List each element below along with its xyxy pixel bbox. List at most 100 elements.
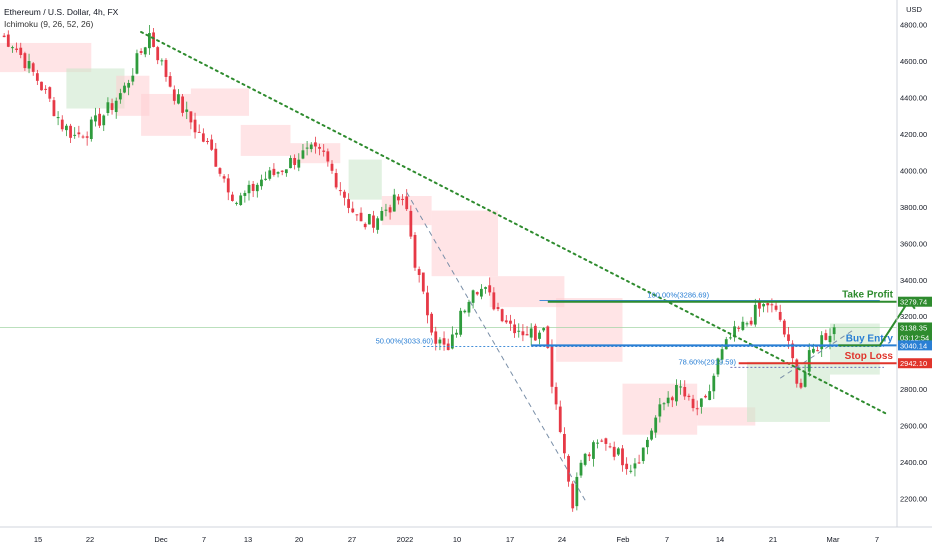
candle (554, 382, 558, 410)
candle (575, 472, 579, 511)
candle (380, 206, 384, 221)
candle-body (226, 178, 230, 193)
candle-body (11, 47, 14, 49)
candle-body (820, 335, 824, 350)
candle (243, 190, 247, 203)
candle (123, 82, 126, 94)
candle-body (56, 117, 60, 119)
candle (637, 454, 641, 464)
candle-body (347, 199, 350, 208)
candle-body (65, 125, 68, 131)
candle-body (563, 433, 566, 454)
candle-body (691, 398, 695, 409)
candle (172, 85, 176, 105)
candle (247, 180, 251, 201)
buy-entry-tag (898, 340, 932, 351)
candle (455, 329, 458, 338)
candle (832, 324, 836, 341)
stop-loss-tag-text: 2942.10 (900, 359, 927, 368)
candle-body (114, 100, 118, 113)
candle-body (529, 328, 533, 338)
candle-body (720, 349, 724, 360)
y-tick-label: 2200.00 (900, 494, 927, 503)
candle-body (355, 214, 359, 216)
candle-body (106, 102, 110, 113)
candle (484, 286, 487, 294)
candle-body (612, 446, 616, 457)
candle-body (131, 75, 135, 82)
candle (488, 277, 492, 296)
candle (629, 464, 633, 474)
candle (388, 204, 392, 220)
candle-body (637, 462, 641, 464)
candle (608, 442, 612, 449)
candle-body (646, 439, 649, 448)
candle (571, 481, 575, 512)
candle-body (73, 134, 77, 136)
indicator-label[interactable]: Ichimoku (9, 26, 52, 26) (4, 19, 94, 29)
candle-body (421, 272, 425, 292)
ichimoku-cloud-segment (0, 42, 92, 73)
candle (397, 193, 400, 205)
candle (2, 33, 6, 38)
candle-body (729, 337, 732, 339)
candle-body (326, 151, 330, 162)
fib-100-label: 100.00%(3286.69) (647, 290, 709, 299)
candle (127, 79, 131, 96)
candle (708, 384, 712, 401)
candle (19, 42, 23, 59)
candle-body (214, 148, 218, 167)
candle (724, 336, 728, 350)
candle-body (803, 372, 807, 387)
candle (301, 144, 305, 160)
candle (239, 192, 243, 206)
candle (235, 201, 238, 206)
candle-body (392, 194, 396, 212)
buy-entry-tag-text: 3040.14 (900, 341, 927, 350)
candle (65, 123, 68, 137)
fib-786-label: 78.60%(2919.59) (679, 357, 737, 366)
candle-body (513, 324, 516, 334)
resistance-trendline (140, 31, 890, 416)
candle-body (583, 453, 587, 465)
candle-body (712, 375, 716, 392)
candle-body (2, 35, 6, 38)
ichimoku-cloud-segment (190, 88, 249, 116)
candle-body (60, 119, 64, 130)
candle (372, 210, 375, 233)
candle (201, 128, 205, 143)
candle (782, 319, 786, 338)
candle-body (604, 438, 608, 444)
candle-body (15, 48, 18, 50)
candle-body (31, 63, 35, 72)
candle-body (442, 338, 446, 345)
candle-body (289, 157, 292, 169)
candle-body (592, 442, 595, 459)
candle (641, 447, 645, 464)
candle (438, 337, 442, 351)
candle (616, 447, 620, 457)
candle-body (554, 386, 558, 405)
candle (504, 315, 508, 324)
candle-body (260, 179, 263, 187)
candle (268, 166, 272, 181)
candle (695, 400, 699, 416)
candle-body (654, 417, 658, 433)
candle-body (774, 305, 778, 310)
x-tick-label: 24 (558, 535, 566, 544)
candle-body (471, 290, 475, 303)
candle (687, 393, 691, 401)
candle-body (98, 113, 101, 126)
candle-body (675, 385, 678, 402)
candle (189, 111, 193, 130)
candle-body (745, 323, 749, 325)
candle-body (367, 214, 371, 225)
candle-body (509, 320, 512, 324)
candle (500, 308, 504, 323)
take-profit-label: Take Profit (842, 290, 894, 301)
candle-body (19, 47, 23, 55)
candle (139, 48, 143, 55)
candle-body (305, 147, 309, 149)
candle (131, 68, 135, 86)
